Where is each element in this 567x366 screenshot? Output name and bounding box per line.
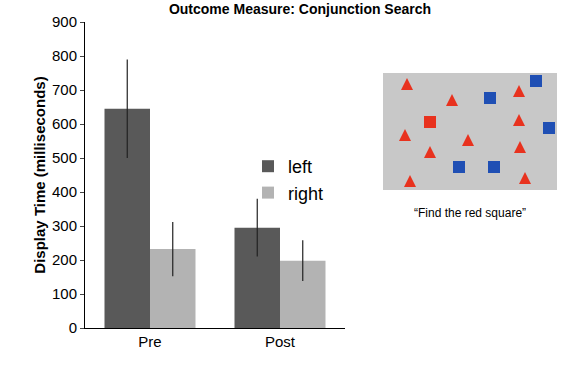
svg-text:Outcome Measure: Conjunction S: Outcome Measure: Conjunction Search <box>169 1 431 17</box>
svg-text:“Find the red square”: “Find the red square” <box>414 206 526 220</box>
svg-text:Display Time (milliseconds): Display Time (milliseconds) <box>31 76 48 273</box>
svg-text:300: 300 <box>52 217 77 234</box>
svg-text:500: 500 <box>52 149 77 166</box>
svg-text:100: 100 <box>52 285 77 302</box>
svg-text:400: 400 <box>52 183 77 200</box>
svg-text:700: 700 <box>52 81 77 98</box>
svg-text:left: left <box>288 157 312 177</box>
svg-text:800: 800 <box>52 47 77 64</box>
svg-text:600: 600 <box>52 115 77 132</box>
svg-text:Post: Post <box>265 333 296 350</box>
svg-text:Pre: Pre <box>138 333 161 350</box>
svg-text:right: right <box>288 184 323 204</box>
svg-text:0: 0 <box>69 319 77 336</box>
svg-text:900: 900 <box>52 13 77 30</box>
svg-text:200: 200 <box>52 251 77 268</box>
